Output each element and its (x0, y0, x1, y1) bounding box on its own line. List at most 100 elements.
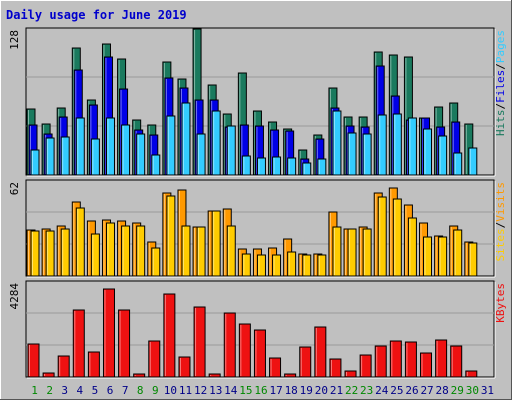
day-label: 31 (481, 384, 494, 397)
kbytes-panel-bar-kbytes (42, 372, 55, 378)
visits-panel-bar-sites (241, 253, 251, 277)
hits-panel-bar-pages (151, 154, 161, 176)
day-label: 3 (61, 384, 68, 397)
hits-panel-bar-pages (438, 135, 448, 176)
visits-panel-bar-sites (151, 247, 161, 277)
visits-panel-bar-sites (181, 225, 191, 277)
kbytes-panel-bar-kbytes (344, 370, 357, 378)
day-label: 25 (390, 384, 403, 397)
hits-panel-bar-pages (241, 155, 251, 176)
kbytes-panel-bar-kbytes (404, 341, 417, 378)
kbytes-panel-bar-kbytes (133, 373, 146, 378)
legend-separator: / (494, 63, 507, 70)
day-label: 24 (375, 384, 389, 397)
hits-panel-bar-pages (332, 110, 342, 176)
day-label: 9 (152, 384, 159, 397)
visits-panel-bar-sites (423, 236, 433, 277)
hits-panel-bar-pages (211, 110, 221, 176)
hits-panel-bar-pages (136, 133, 146, 176)
legend-hits: Hits (494, 110, 507, 137)
visits-panel-bar-sites (30, 230, 40, 277)
kbytes-panel-bar-kbytes (57, 355, 70, 378)
hits-panel-bar-pages (105, 117, 115, 176)
day-label: 12 (194, 384, 207, 397)
visits-panel-bar-sites (121, 225, 131, 277)
hits-panel-bar-pages (347, 132, 357, 176)
visits-panel-bar-sites (407, 217, 417, 277)
day-label: 17 (269, 384, 282, 397)
hits-panel-bar-pages (407, 117, 417, 176)
hits-panel-bar-pages (453, 152, 463, 176)
kbytes-panel-bar-kbytes (193, 306, 206, 378)
kbytes-panel-bar-kbytes (299, 346, 312, 378)
kbytes-panel-bar-kbytes (359, 354, 372, 378)
kbytes-panel-bar-kbytes (269, 357, 282, 378)
kbytes-panel-legend: KBytes (494, 283, 507, 323)
legend-sites: Sites (494, 228, 507, 261)
hits-panel-bar-pages (302, 162, 312, 176)
kbytes-panel-max-label: 4284 (8, 283, 21, 310)
day-label: 18 (285, 384, 298, 397)
day-label: 26 (405, 384, 418, 397)
visits-panel-bar-sites (347, 228, 357, 277)
visits-panel-bar-sites (438, 236, 448, 277)
hits-panel-bar-pages (226, 125, 236, 176)
day-label: 28 (436, 384, 449, 397)
legend-separator: / (494, 103, 507, 110)
day-label: 27 (420, 384, 433, 397)
hits-panel-max-label: 128 (8, 30, 21, 50)
kbytes-panel-bar-kbytes (253, 329, 266, 378)
day-label: 8 (137, 384, 144, 397)
kbytes-panel-bar-kbytes (72, 309, 85, 378)
hits-panel-legend: Hits/Files/Pages (494, 30, 507, 136)
day-label: 2 (46, 384, 53, 397)
hits-panel-bar-pages (287, 157, 297, 176)
day-label: 23 (360, 384, 373, 397)
day-label: 21 (330, 384, 343, 397)
visits-panel-bar-sites (453, 229, 463, 277)
hits-panel-bar-pages (45, 137, 55, 176)
kbytes-panel-bar-kbytes (163, 293, 176, 378)
kbytes-panel-bar-kbytes (314, 326, 327, 378)
day-label: 11 (179, 384, 192, 397)
visits-panel-bar-sites (377, 196, 387, 277)
kbytes-panel-bar-kbytes (223, 312, 236, 378)
hits-panel-bar-pages (423, 128, 433, 176)
hits-panel-bar-pages (166, 115, 176, 176)
legend-kbytes: KBytes (494, 283, 507, 323)
visits-panel-bar-sites (211, 210, 221, 277)
visits-panel-bar-sites (166, 195, 176, 277)
hits-panel-bar-pages (60, 136, 70, 176)
visits-panel-bar-sites (362, 228, 372, 277)
visits-panel-bar-sites (332, 226, 342, 277)
hits-panel-bar-pages (392, 113, 402, 176)
kbytes-panel-bar-kbytes (238, 323, 251, 378)
hits-panel-bar-pages (256, 157, 266, 176)
visits-panel-bar-sites (196, 226, 206, 277)
hits-panel-bar-pages (90, 138, 100, 176)
day-label: 13 (209, 384, 222, 397)
visits-panel-bar-sites (317, 254, 327, 277)
visits-panel-max-label: 62 (8, 182, 21, 195)
visits-panel-bar-sites (256, 254, 266, 277)
hits-panel-bar-pages (181, 102, 191, 176)
kbytes-panel-bar-kbytes (148, 340, 161, 378)
hits-panel-bar-pages (196, 133, 206, 176)
visits-panel-bar-sites (136, 225, 146, 277)
day-label: 10 (164, 384, 177, 397)
kbytes-panel-bar-kbytes (118, 309, 131, 378)
kbytes-panel-bar-kbytes (87, 351, 100, 378)
kbytes-panel-bar-kbytes (208, 373, 221, 378)
kbytes-panel-bar-kbytes (465, 370, 478, 378)
kbytes-panel-bar-kbytes (389, 340, 402, 378)
visits-panel-bar-sites (226, 225, 236, 277)
visits-panel-bar-sites (272, 254, 282, 277)
visits-panel-bar-sites (287, 251, 297, 277)
hits-panel-bar-pages (362, 133, 372, 176)
hits-panel-bar-pages (317, 158, 327, 176)
day-label: 15 (239, 384, 252, 397)
day-label: 5 (92, 384, 99, 397)
visits-panel-bar-sites (75, 207, 85, 277)
kbytes-panel-bar-kbytes (178, 356, 191, 378)
